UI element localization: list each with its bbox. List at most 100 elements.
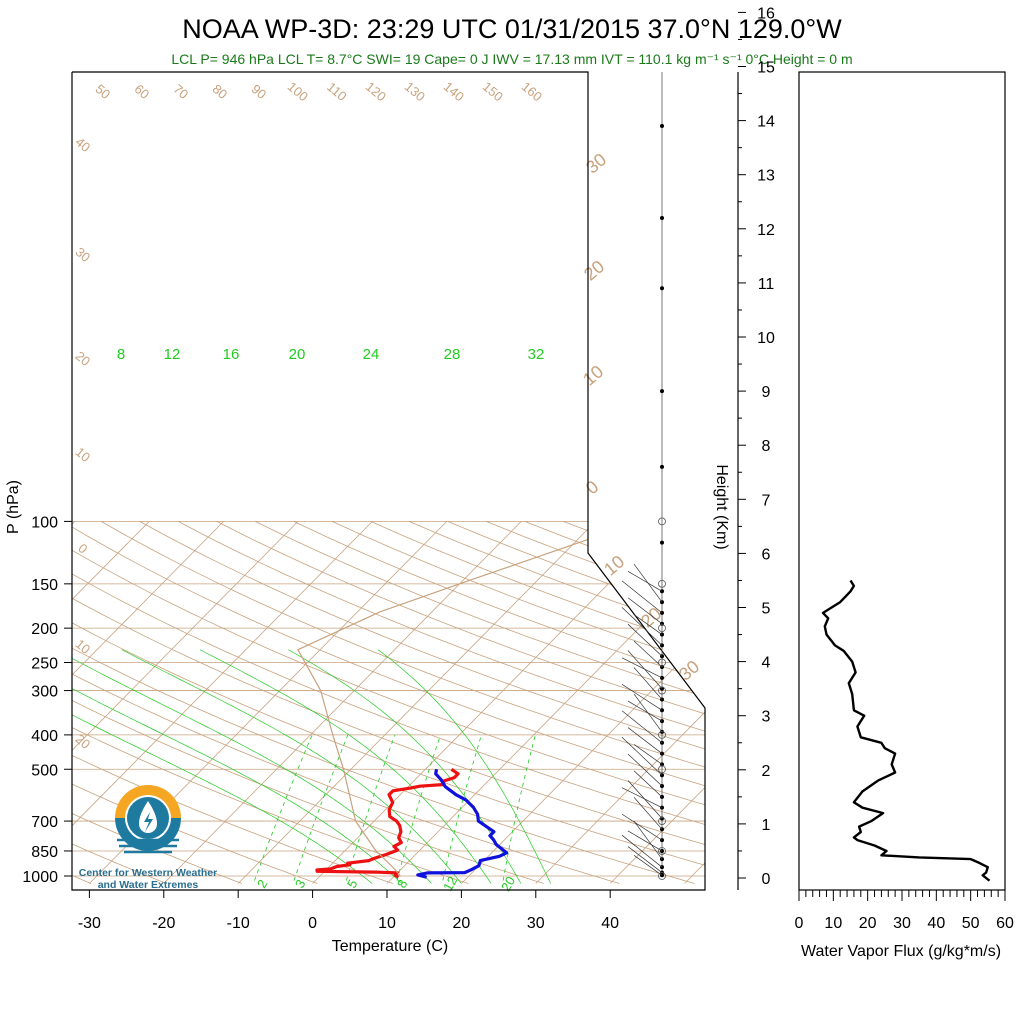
height-tick-label: 8 bbox=[762, 438, 771, 455]
moist-adiabat bbox=[72, 649, 373, 884]
chart-subtitle: LCL P= 946 hPa LCL T= 8.7°C SWI= 19 Cape… bbox=[171, 51, 852, 67]
pressure-level-marker bbox=[658, 847, 666, 855]
wind-barb bbox=[621, 607, 663, 646]
dry-adiabat bbox=[216, 521, 705, 884]
x-tick-label: 20 bbox=[452, 915, 470, 932]
height-tick-label: 0 bbox=[762, 871, 771, 888]
adiabat-label: 30 bbox=[675, 656, 703, 684]
dry-adiabat bbox=[72, 521, 620, 884]
height-tick-label: 5 bbox=[762, 601, 771, 618]
y-tick-label: 150 bbox=[31, 577, 58, 594]
flux-profile bbox=[821, 579, 991, 882]
pressure-level-marker bbox=[658, 765, 666, 774]
mixing-ratio-line bbox=[293, 734, 349, 881]
moist-adiabat bbox=[288, 649, 522, 884]
isotherm-label: 90 bbox=[249, 81, 270, 102]
isotherm bbox=[609, 521, 705, 884]
wind-barb bbox=[627, 623, 663, 657]
logo-line-2: and Water Extremes bbox=[98, 879, 199, 891]
wind-barb bbox=[627, 727, 663, 754]
wind-barb bbox=[627, 597, 663, 625]
adiabat-label: 20 bbox=[580, 256, 608, 284]
isotherm-label: 10 bbox=[73, 636, 94, 657]
y-tick-label: 1000 bbox=[22, 869, 58, 886]
moist-adiabat bbox=[72, 649, 432, 884]
y-tick-label: 100 bbox=[31, 514, 58, 531]
dry-adiabat bbox=[370, 521, 705, 884]
pressure-level-marker bbox=[658, 579, 666, 588]
wind-barb bbox=[621, 813, 663, 841]
flux-tick-label: 50 bbox=[962, 915, 980, 932]
wind-barb bbox=[621, 834, 663, 868]
chart-title: NOAA WP-3D: 23:29 UTC 01/31/2015 37.0°N … bbox=[182, 14, 842, 44]
moist-adiabat-label: 16 bbox=[223, 346, 240, 363]
pressure-level-marker bbox=[658, 817, 666, 825]
x-tick-label: -20 bbox=[152, 915, 175, 932]
pressure-level-marker bbox=[658, 872, 666, 880]
wind-obs-dot bbox=[660, 124, 664, 129]
pressure-level-marker bbox=[658, 624, 666, 633]
dry-adiabat bbox=[178, 521, 705, 884]
dry-adiabat bbox=[72, 521, 167, 884]
flux-frame bbox=[798, 71, 1006, 891]
isotherm bbox=[72, 521, 150, 884]
isotherm-label: 30 bbox=[73, 244, 94, 265]
mixing-ratio-line bbox=[254, 734, 313, 881]
wind-barb bbox=[633, 855, 663, 876]
isotherm-label: 0 bbox=[75, 540, 90, 556]
height-tick-label: 9 bbox=[762, 384, 771, 401]
isotherm-label: 20 bbox=[73, 348, 94, 369]
moist-adiabat bbox=[121, 649, 462, 884]
adiabat-label: 0 bbox=[582, 477, 603, 499]
dry-adiabat bbox=[72, 521, 705, 884]
dry-adiabat bbox=[486, 521, 705, 884]
isotherm-label: 130 bbox=[402, 79, 428, 104]
temperature-profile bbox=[315, 767, 460, 879]
isotherm bbox=[535, 521, 705, 884]
moist-adiabat-label: 28 bbox=[444, 346, 461, 363]
isotherm-label: 160 bbox=[519, 79, 545, 104]
wind-obs-dot bbox=[660, 215, 664, 220]
height-tick-label: 11 bbox=[758, 276, 775, 293]
logo-emblem-icon bbox=[115, 785, 181, 854]
wind-barb bbox=[633, 744, 663, 765]
wind-column bbox=[621, 72, 666, 880]
isotherm-label: 80 bbox=[210, 81, 231, 102]
mixing-ratio-label: 5 bbox=[344, 877, 361, 891]
x-tick-label: 0 bbox=[308, 915, 317, 932]
y-tick-label: 400 bbox=[31, 728, 58, 745]
height-tick-label: 2 bbox=[762, 763, 771, 780]
dry-adiabat bbox=[72, 521, 469, 884]
dry-adiabat bbox=[293, 521, 705, 884]
mixing-ratio-label: 8 bbox=[394, 877, 411, 891]
dewpoint-profile bbox=[416, 769, 509, 879]
flux-tick-label: 30 bbox=[893, 915, 911, 932]
pressure-level-marker bbox=[658, 730, 666, 739]
wind-barb bbox=[621, 580, 663, 614]
dry-adiabat bbox=[524, 521, 705, 884]
moist-adiabat bbox=[72, 649, 403, 884]
pressure-level-marker bbox=[658, 686, 666, 695]
isotherm bbox=[163, 521, 522, 884]
moist-adiabat-label: 8 bbox=[117, 346, 125, 363]
height-tick-label: 15 bbox=[757, 60, 775, 77]
y-tick-label: 850 bbox=[31, 844, 58, 861]
isotherm bbox=[386, 521, 705, 884]
dry-adiabat bbox=[72, 521, 705, 884]
dry-adiabat bbox=[255, 521, 705, 884]
moist-adiabat-label: 12 bbox=[164, 346, 181, 363]
height-tick-label: 14 bbox=[757, 114, 775, 131]
flux-axis-label: Water Vapor Flux (g/kg*m/s) bbox=[801, 943, 1001, 960]
y-axis-label: P (hPa) bbox=[5, 480, 22, 534]
wind-barb bbox=[627, 753, 663, 787]
x-tick-label: 10 bbox=[378, 915, 396, 932]
y-tick-label: 700 bbox=[31, 814, 58, 831]
parcel-path bbox=[297, 520, 641, 877]
y-tick-label: 250 bbox=[31, 656, 58, 673]
wind-barb bbox=[633, 820, 663, 860]
y-tick-label: 200 bbox=[31, 621, 58, 638]
mixing-ratio-label: 20 bbox=[498, 874, 518, 894]
isotherm-label: 150 bbox=[480, 79, 506, 104]
isotherm-label: 10 bbox=[73, 444, 94, 465]
cw3e-logo: Center for Western Weather and Water Ext… bbox=[79, 785, 217, 891]
